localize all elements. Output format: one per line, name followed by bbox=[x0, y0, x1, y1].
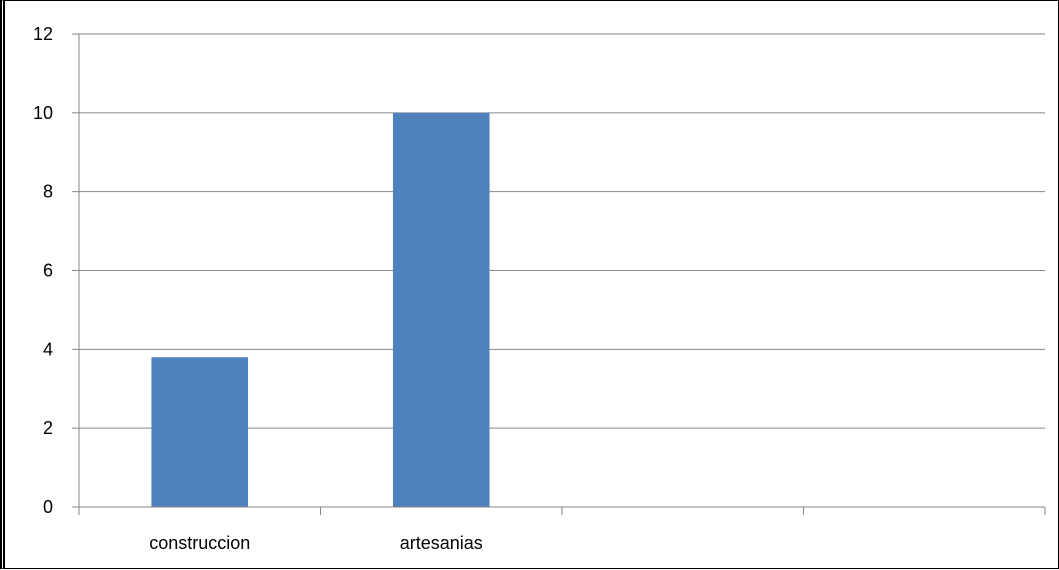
x-tick-label-artesanias: artesanias bbox=[400, 533, 483, 553]
y-tick-label-10: 10 bbox=[33, 103, 53, 123]
gridlines bbox=[79, 33, 1045, 429]
bars bbox=[151, 112, 490, 507]
y-tick-label-8: 8 bbox=[43, 182, 53, 202]
x-tick-label-construccion: construccion bbox=[149, 533, 250, 553]
y-tick-label-4: 4 bbox=[43, 339, 53, 359]
x-tick-labels: construccion artesanias bbox=[149, 533, 483, 553]
y-tick-label-6: 6 bbox=[43, 261, 53, 281]
bar-construccion bbox=[151, 357, 249, 507]
y-tick-labels: 0 2 4 6 8 10 12 bbox=[33, 24, 53, 517]
bar-chart: 0 2 4 6 8 10 12 construccion artesanias bbox=[33, 24, 1046, 553]
bar-artesanias bbox=[392, 112, 490, 507]
y-tick-label-2: 2 bbox=[43, 418, 53, 438]
y-tick-label-0: 0 bbox=[43, 497, 53, 517]
y-tick-label-12: 12 bbox=[33, 24, 53, 44]
axes bbox=[72, 33, 1046, 515]
